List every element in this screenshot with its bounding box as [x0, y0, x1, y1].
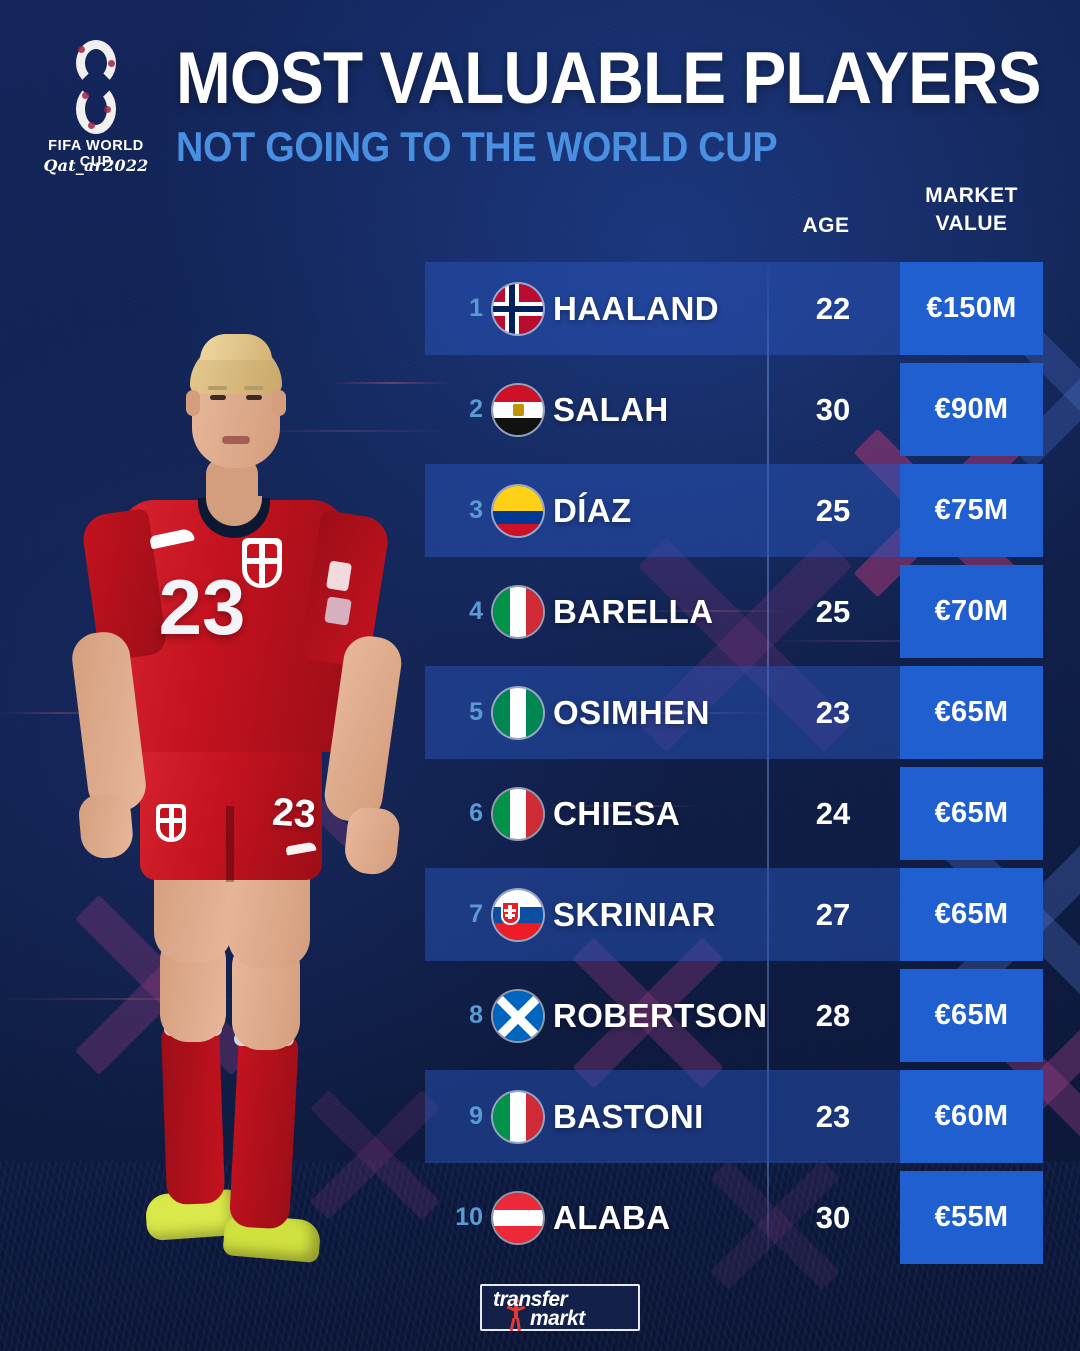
- column-divider: [767, 258, 769, 1262]
- flag-icon-colombia: [493, 486, 543, 536]
- player-sock-right: [228, 1030, 300, 1230]
- logo-label-qatar-2022: Qat_ar2022: [43, 156, 149, 175]
- player-sock-left: [160, 1021, 226, 1205]
- player-jersey-num: 23: [158, 562, 246, 651]
- row-player-name: SKRINIAR: [553, 895, 716, 933]
- table-row[interactable]: 5 OSIMHEN 23 €65M: [425, 662, 1043, 763]
- column-header-age: AGE: [802, 214, 850, 237]
- player-eye-right: [246, 395, 262, 400]
- row-age: 28: [815, 997, 851, 1033]
- row-rank: 2: [469, 395, 483, 423]
- player-shorts-crest-c2: [160, 818, 182, 823]
- row-player-name: OSIMHEN: [553, 693, 710, 731]
- player-hair-top: [200, 334, 272, 360]
- row-age: 30: [815, 391, 851, 427]
- player-sleeve-badge2: [324, 596, 352, 626]
- transfermarkt-label-transfer: transfer: [493, 1288, 568, 1311]
- column-header-market-value: MARKET VALUE: [900, 182, 1043, 237]
- player-photo-haaland: 23 23: [28, 232, 428, 1292]
- table-row[interactable]: 3 DÍAZ 25 €75M: [425, 460, 1043, 561]
- row-age: 23: [815, 694, 851, 730]
- row-market-value[interactable]: €65M: [900, 868, 1043, 961]
- player-sleeve-badge: [325, 560, 353, 592]
- row-player-name: ALABA: [553, 1198, 671, 1236]
- player-ear-left: [186, 390, 200, 416]
- ranking-table: 1 HAALAND 22 €150M 2 SALAH 30 €90M 3 DÍAZ 25 €75…: [425, 258, 1043, 1264]
- row-market-value[interactable]: €150M: [900, 262, 1043, 355]
- table-row[interactable]: 9 BASTONI 23 €60M: [425, 1066, 1043, 1167]
- player-shorts-num: 23: [270, 790, 318, 837]
- player-eye-left: [210, 395, 226, 400]
- row-age: 25: [815, 593, 851, 629]
- player-hand-right: [342, 805, 402, 877]
- player-brow-left: [208, 386, 227, 390]
- row-rank: 7: [469, 900, 483, 928]
- row-market-value[interactable]: €75M: [900, 464, 1043, 557]
- player-shorts-split: [226, 806, 234, 882]
- table-row[interactable]: 1 HAALAND 22 €150M: [425, 258, 1043, 359]
- flag-icon-nigeria: [493, 688, 543, 738]
- row-rank: 9: [469, 1102, 483, 1130]
- logo-label-fifa-world-cup: FIFA WORLD CUP: [48, 138, 144, 170]
- row-player-name: BASTONI: [553, 1097, 704, 1135]
- row-player-name: BARELLA: [553, 592, 714, 630]
- row-market-value[interactable]: €70M: [900, 565, 1043, 658]
- flag-icon-egypt: [493, 385, 543, 435]
- row-rank: 10: [455, 1203, 483, 1231]
- table-row[interactable]: 7 SKRINIAR 27 €65M: [425, 864, 1043, 965]
- row-market-value[interactable]: €90M: [900, 363, 1043, 456]
- row-market-value[interactable]: €65M: [900, 666, 1043, 759]
- flag-icon-scotland: [493, 991, 543, 1041]
- row-rank: 8: [469, 1001, 483, 1029]
- row-market-value[interactable]: €65M: [900, 767, 1043, 860]
- flag-icon-slovakia: [493, 890, 543, 940]
- row-age: 23: [815, 1098, 851, 1134]
- row-market-value[interactable]: €55M: [900, 1171, 1043, 1264]
- table-row[interactable]: 10 ALABA 30 €55M: [425, 1167, 1043, 1268]
- player-brow-right: [244, 386, 263, 390]
- player-jersey-crest-c2: [247, 558, 277, 564]
- row-market-value[interactable]: €65M: [900, 969, 1043, 1062]
- row-age: 27: [815, 896, 851, 932]
- table-row[interactable]: 2 SALAH 30 €90M: [425, 359, 1043, 460]
- fifa-world-cup-qatar-2022-logo: FIFA WORLD CUP Qat_ar2022: [30, 38, 162, 180]
- row-age: 30: [815, 1199, 851, 1235]
- table-row[interactable]: 6 CHIESA 24 €65M: [425, 763, 1043, 864]
- table-row[interactable]: 8 ROBERTSON 28 €65M: [425, 965, 1043, 1066]
- page-subtitle: NOT GOING TO THE WORLD CUP: [176, 123, 778, 170]
- logo-ribbon-icon: [70, 40, 122, 136]
- row-rank: 4: [469, 597, 483, 625]
- flag-icon-italy: [493, 587, 543, 637]
- table-row[interactable]: 4 BARELLA 25 €70M: [425, 561, 1043, 662]
- player-mouth: [222, 436, 250, 444]
- row-market-value[interactable]: €60M: [900, 1070, 1043, 1163]
- row-player-name: SALAH: [553, 390, 669, 428]
- row-rank: 1: [469, 294, 483, 322]
- player-shorts-crest-c: [169, 808, 174, 838]
- row-rank: 5: [469, 698, 483, 726]
- row-rank: 3: [469, 496, 483, 524]
- row-player-name: ROBERTSON: [553, 996, 768, 1034]
- player-hand-left: [77, 791, 135, 861]
- row-player-name: DÍAZ: [553, 491, 632, 529]
- row-age: 22: [815, 290, 851, 326]
- transfermarkt-player-icon: [506, 1298, 526, 1332]
- row-rank: 6: [469, 799, 483, 827]
- flag-icon-italy: [493, 1092, 543, 1142]
- column-header-market-value-line2: VALUE: [935, 211, 1008, 235]
- row-age: 25: [815, 492, 851, 528]
- column-header-market-value-line1: MARKET: [925, 184, 1018, 207]
- page-title: MOST VALUABLE PLAYERS: [176, 38, 1041, 119]
- row-player-name: HAALAND: [553, 289, 719, 327]
- flag-icon-austria: [493, 1193, 543, 1243]
- player-ear-right: [272, 390, 286, 416]
- flag-icon-norway: [493, 284, 543, 334]
- row-age: 24: [815, 795, 851, 831]
- player-jersey-crest-c: [259, 544, 265, 584]
- transfermarkt-logo: transfer markt: [480, 1284, 640, 1332]
- flag-icon-italy: [493, 789, 543, 839]
- transfermarkt-label-markt: markt: [530, 1307, 585, 1330]
- row-player-name: CHIESA: [553, 794, 681, 832]
